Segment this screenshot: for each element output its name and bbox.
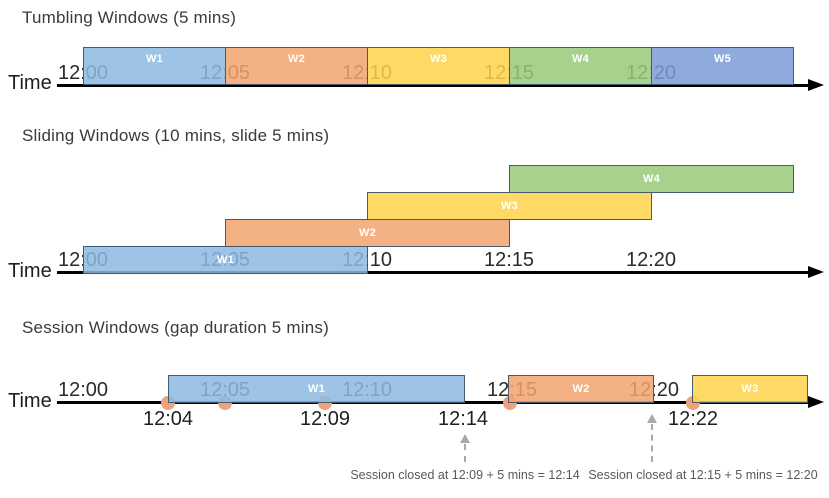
- callout-arrow-line: [464, 444, 466, 462]
- window-label: W4: [642, 173, 661, 185]
- sliding-time-axis: [57, 271, 810, 274]
- event-time-label: 12:04: [142, 408, 194, 430]
- sliding-window-w2: W2: [225, 219, 510, 247]
- tumbling-time-axis-label: Time: [8, 72, 52, 94]
- event-time-label: 12:14: [437, 408, 489, 430]
- callout-arrow-up-icon: [647, 414, 657, 423]
- tumbling-window-w3: W3: [367, 47, 510, 85]
- tick-label: 12:20: [625, 249, 677, 271]
- tumbling-window-w1: W1: [83, 47, 226, 85]
- window-label: W3: [500, 200, 519, 212]
- tumbling-title: Tumbling Windows (5 mins): [22, 8, 237, 27]
- tumbling-axis-arrow-icon: [808, 79, 824, 91]
- tumbling-time-axis: [57, 84, 810, 87]
- sliding-window-w1: W1: [83, 246, 368, 274]
- session-axis-arrow-icon: [808, 396, 824, 408]
- tumbling-window-w4: W4: [509, 47, 652, 85]
- sliding-window-w3: W3: [367, 192, 652, 220]
- window-label: W2: [287, 53, 306, 65]
- window-label: W4: [571, 53, 590, 65]
- tick-label: 12:15: [483, 249, 535, 271]
- window-label: W1: [216, 254, 235, 266]
- session-time-axis-label: Time: [8, 390, 52, 412]
- session-title: Session Windows (gap duration 5 mins): [22, 318, 329, 337]
- session-window-w3: W3: [692, 375, 808, 403]
- session-window-w1: W1: [168, 375, 465, 403]
- window-label: W2: [572, 383, 590, 395]
- tick-label: 12:00: [57, 379, 109, 401]
- window-label: W1: [145, 53, 164, 65]
- sliding-time-axis-label: Time: [8, 260, 52, 282]
- event-time-label: 12:09: [299, 408, 351, 430]
- window-label: W5: [713, 53, 732, 65]
- window-label: W3: [741, 383, 759, 395]
- window-label: W3: [429, 53, 448, 65]
- session-close-annotation-1: Session closed at 12:09 + 5 mins = 12:14: [350, 468, 580, 482]
- sliding-window-w4: W4: [509, 165, 794, 193]
- callout-arrow-up-icon: [460, 434, 470, 443]
- sliding-axis-arrow-icon: [808, 266, 824, 278]
- window-label: W2: [358, 227, 377, 239]
- tumbling-window-w5: W5: [651, 47, 794, 85]
- session-close-annotation-2: Session closed at 12:15 + 5 mins = 12:20: [588, 468, 818, 482]
- sliding-title: Sliding Windows (10 mins, slide 5 mins): [22, 126, 330, 145]
- window-label: W1: [307, 383, 326, 395]
- event-time-label: 12:22: [667, 408, 719, 430]
- tumbling-window-w2: W2: [225, 47, 368, 85]
- callout-arrow-line: [651, 424, 653, 462]
- session-window-w2: W2: [508, 375, 654, 403]
